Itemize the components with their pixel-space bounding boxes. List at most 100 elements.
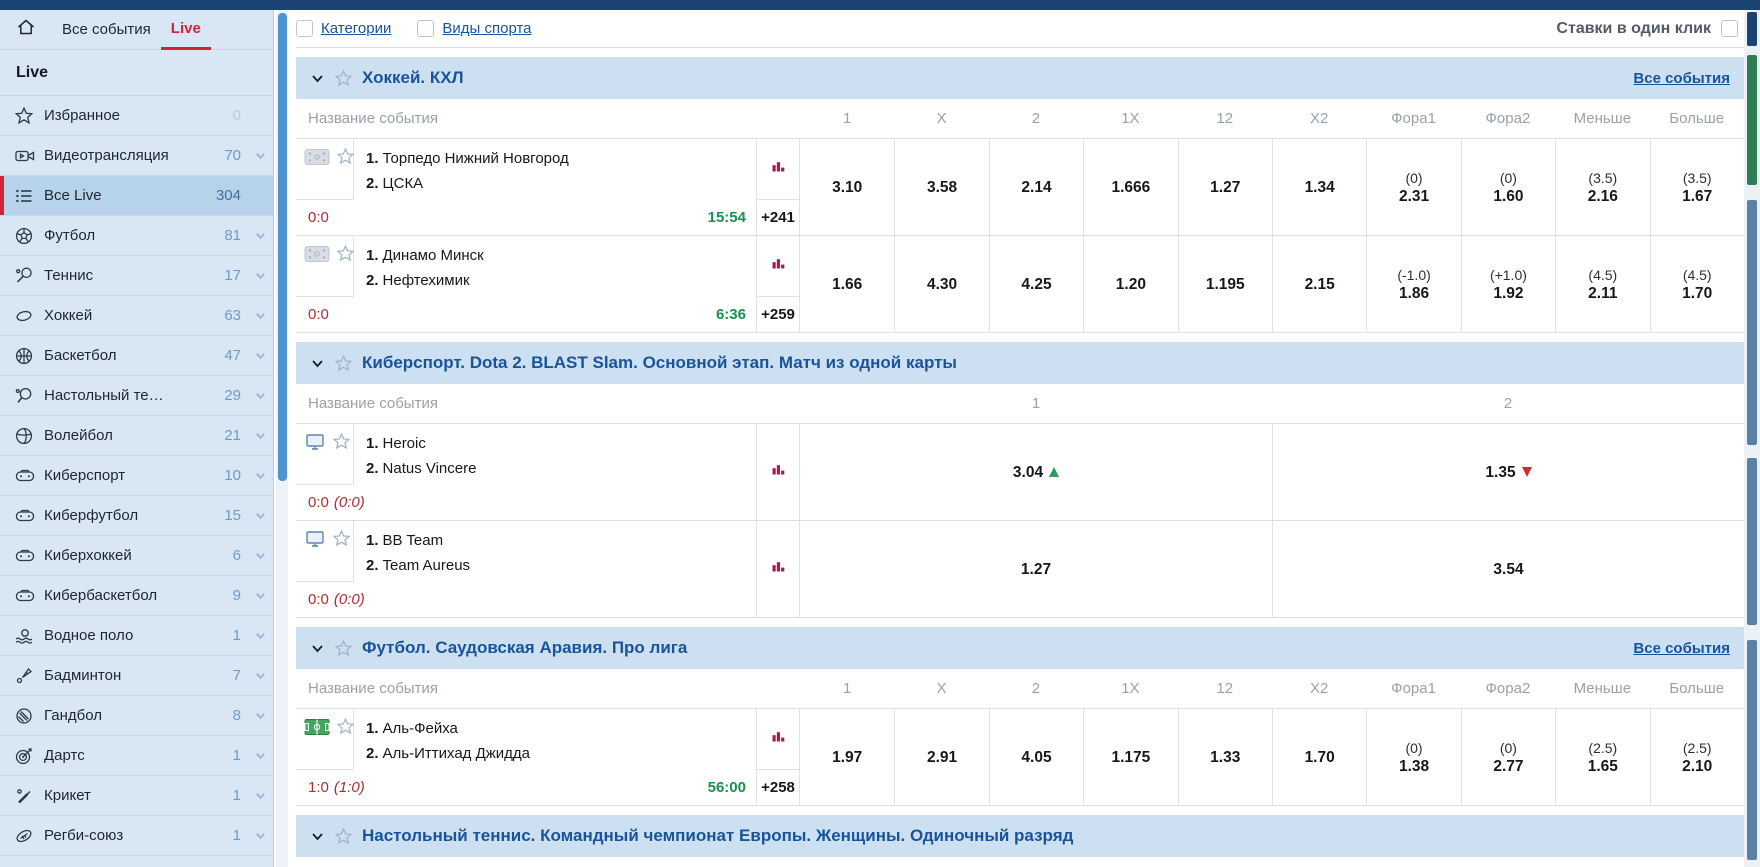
team-name[interactable]: 2. ЦСКА (366, 171, 569, 196)
odds-cell[interactable]: (0) 2.31 (1366, 139, 1460, 235)
odds-cell[interactable]: 3.58 (894, 139, 988, 235)
sidebar-item-футбол[interactable]: Футбол 81 (0, 216, 273, 256)
sidebar-item-киберфутбол[interactable]: Киберфутбол 15 (0, 496, 273, 536)
odds-cell[interactable]: (4.5) 1.70 (1649, 236, 1744, 332)
sidebar-tab-live[interactable]: Live (160, 10, 211, 50)
team-name[interactable]: 1. Динамо Минск (366, 243, 484, 268)
chevron-down-icon[interactable] (247, 789, 273, 802)
team-name[interactable]: 2. Natus Vincere (366, 456, 476, 481)
chevron-down-icon[interactable] (247, 429, 273, 442)
sidebar-item-киберспорт[interactable]: Киберспорт 10 (0, 456, 273, 496)
odds-cell[interactable]: 1.34 (1271, 139, 1366, 235)
event-favorite-star-icon[interactable] (336, 717, 355, 769)
favorite-star-icon[interactable] (334, 354, 362, 373)
team-name[interactable]: 1. Heroic (366, 431, 476, 456)
filter-label[interactable]: Виды спорта (442, 20, 532, 37)
odds-cell[interactable]: 2.91 (894, 709, 988, 805)
odds-cell[interactable]: 1.97 (800, 709, 894, 805)
sidebar-item-гандбол[interactable]: Гандбол 8 (0, 696, 273, 736)
rail-scroll-segment[interactable] (1747, 458, 1757, 625)
odds-cell[interactable]: 1.27 (800, 521, 1272, 617)
odds-cell[interactable]: (2.5) 1.65 (1555, 709, 1649, 805)
section-header[interactable]: Футбол. Саудовская Аравия. Про лига Все с… (296, 627, 1744, 669)
chevron-down-icon[interactable] (247, 509, 273, 522)
odds-cell[interactable]: 4.30 (894, 236, 988, 332)
statistics-button[interactable] (757, 236, 799, 298)
sidebar-item-киберхоккей[interactable]: Киберхоккей 6 (0, 536, 273, 576)
odds-cell[interactable]: (2.5) 2.10 (1649, 709, 1744, 805)
sidebar-item-избранное[interactable]: Избранное 0 (0, 96, 273, 136)
sidebar-item-регби-союз[interactable]: Регби-союз 1 (0, 816, 273, 856)
team-name[interactable]: 1. Торпедо Нижний Новгород (366, 146, 569, 171)
filter-checkbox[interactable] (296, 20, 313, 37)
chevron-down-icon[interactable] (247, 749, 273, 762)
odds-cell[interactable]: 1.666 (1083, 139, 1177, 235)
odds-cell[interactable]: 2.14 (988, 139, 1083, 235)
collapse-chevron-icon[interactable] (310, 829, 334, 844)
event-teams[interactable]: 1. Динамо Минск 2. Нефтехимик (354, 236, 484, 297)
odds-cell[interactable]: 1.27 (1177, 139, 1272, 235)
event-favorite-star-icon[interactable] (332, 432, 351, 484)
sidebar-item-крикет[interactable]: Крикет 1 (0, 776, 273, 816)
chevron-down-icon[interactable] (247, 829, 273, 842)
odds-cell[interactable]: 1.20 (1083, 236, 1177, 332)
all-events-link[interactable]: Все события (1633, 69, 1730, 87)
team-name[interactable]: 2. Аль-Иттихад Джидда (366, 741, 530, 766)
chevron-down-icon[interactable] (247, 669, 273, 682)
collapse-chevron-icon[interactable] (310, 356, 334, 371)
filter-label[interactable]: Категории (321, 20, 392, 37)
team-name[interactable]: 1. Аль-Фейха (366, 716, 530, 741)
sidebar-item-хоккей[interactable]: Хоккей 63 (0, 296, 273, 336)
sidebar-item-кибербаскетбол[interactable]: Кибербаскетбол 9 (0, 576, 273, 616)
team-name[interactable]: 1. BB Team (366, 528, 470, 553)
odds-cell[interactable]: 4.05 (988, 709, 1083, 805)
odds-cell[interactable]: 1.175 (1083, 709, 1177, 805)
one-click-bets-checkbox[interactable] (1721, 20, 1738, 37)
filter-checkbox[interactable] (417, 20, 435, 37)
odds-cell[interactable]: 1.195 (1177, 236, 1272, 332)
chevron-down-icon[interactable] (247, 709, 273, 722)
rail-green-segment[interactable] (1747, 55, 1757, 185)
odds-cell[interactable]: (3.5) 2.16 (1555, 139, 1649, 235)
chevron-down-icon[interactable] (247, 389, 273, 402)
odds-cell[interactable]: (4.5) 2.11 (1555, 236, 1649, 332)
sidebar-item-волейбол[interactable]: Волейбол 21 (0, 416, 273, 456)
favorite-star-icon[interactable] (334, 69, 362, 88)
chevron-down-icon[interactable] (247, 469, 273, 482)
sidebar-tab-all-events[interactable]: Все события (62, 21, 151, 38)
chevron-down-icon[interactable] (247, 349, 273, 362)
statistics-button[interactable] (757, 709, 799, 771)
chevron-down-icon[interactable] (247, 149, 273, 162)
event-favorite-star-icon[interactable] (336, 147, 355, 199)
collapse-chevron-icon[interactable] (310, 71, 334, 86)
chevron-down-icon[interactable] (247, 589, 273, 602)
event-favorite-star-icon[interactable] (332, 529, 351, 581)
odds-cell[interactable]: 1.70 (1271, 709, 1366, 805)
home-button[interactable] (0, 10, 52, 49)
odds-cell[interactable]: 4.25 (988, 236, 1083, 332)
filter-categories[interactable]: Категории (296, 20, 391, 37)
more-markets-button[interactable]: +258 (761, 779, 795, 797)
odds-cell[interactable]: (-1.0) 1.86 (1366, 236, 1460, 332)
chevron-down-icon[interactable] (247, 629, 273, 642)
event-teams[interactable]: 1. Аль-Фейха 2. Аль-Иттихад Джидда (354, 709, 530, 770)
sidebar-item-баскетбол[interactable]: Баскетбол 47 (0, 336, 273, 376)
odds-cell[interactable]: (+1.0) 1.92 (1460, 236, 1555, 332)
collapse-chevron-icon[interactable] (310, 641, 334, 656)
event-favorite-star-icon[interactable] (336, 244, 355, 296)
sidebar-item-теннис[interactable]: Теннис 17 (0, 256, 273, 296)
odds-cell[interactable]: 1.33 (1177, 709, 1272, 805)
odds-cell[interactable]: 1.66 (800, 236, 894, 332)
sidebar-item-настольный-те-[interactable]: Настольный те… 29 (0, 376, 273, 416)
rail-scroll-segment[interactable] (1747, 200, 1757, 445)
event-teams[interactable]: 1. Heroic 2. Natus Vincere (354, 424, 476, 485)
chevron-down-icon[interactable] (247, 309, 273, 322)
favorite-star-icon[interactable] (334, 639, 362, 658)
section-header[interactable]: Настольный теннис. Командный чемпионат Е… (296, 815, 1744, 857)
odds-cell[interactable]: 3.10 (800, 139, 894, 235)
sidebar-scrollbar-thumb[interactable] (277, 13, 287, 481)
odds-cell[interactable]: 1.35 (1272, 424, 1744, 520)
filter-sports[interactable]: Виды спорта (417, 20, 532, 37)
rail-navy-segment[interactable] (1747, 12, 1757, 46)
sidebar-item-дартс[interactable]: Дартс 1 (0, 736, 273, 776)
